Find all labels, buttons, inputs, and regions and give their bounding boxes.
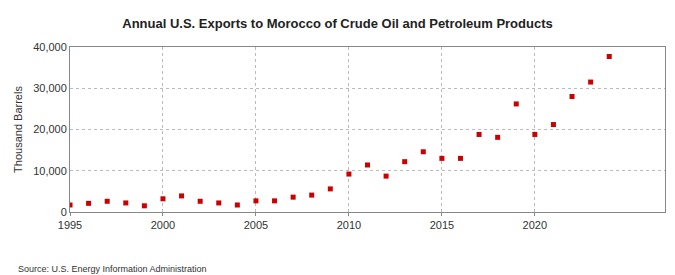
svg-text:2020: 2020 [523, 219, 547, 231]
svg-text:2000: 2000 [151, 219, 175, 231]
svg-text:Annual U.S. Exports to Morocco: Annual U.S. Exports to Morocco of Crude … [122, 16, 553, 31]
svg-text:20,000: 20,000 [33, 123, 67, 135]
svg-text:Source: U.S. Energy Informatio: Source: U.S. Energy Information Administ… [18, 264, 207, 274]
svg-text:2015: 2015 [430, 219, 454, 231]
svg-text:40,000: 40,000 [33, 41, 67, 53]
svg-text:2010: 2010 [337, 219, 361, 231]
svg-text:30,000: 30,000 [33, 82, 67, 94]
svg-text:10,000: 10,000 [33, 165, 67, 177]
svg-text:0: 0 [61, 206, 67, 218]
svg-text:1995: 1995 [58, 219, 82, 231]
svg-text:Thousand Barrels: Thousand Barrels [12, 86, 24, 173]
svg-text:2005: 2005 [244, 219, 268, 231]
